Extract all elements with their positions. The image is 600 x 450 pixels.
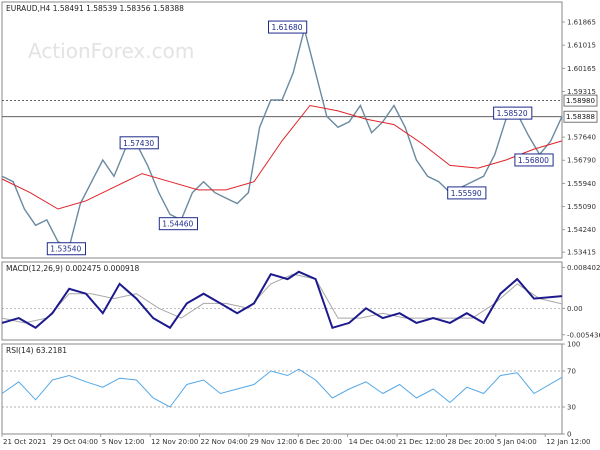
price-box: 1.58388 [563,110,598,123]
main-y-tick-label: 1.54240 [567,226,596,234]
annotation-text: 1.58520 [497,109,528,118]
x-tick-label: 28 Dec 20:00 [447,438,494,446]
annotation-text: 1.53540 [50,245,81,254]
x-tick-label: 12 Nov 20:00 [151,438,198,446]
main-y-tick-label: 1.53415 [567,249,596,257]
price-box-bg [563,94,598,107]
rsi-y-tick-label: 30 [567,404,576,412]
annotation-label: 1.56800 [514,153,554,167]
main-y-tick-label: 1.55090 [567,203,596,211]
annotation-text: 1.55590 [451,189,482,198]
watermark: ActionForex.com [28,39,194,63]
series-signal-line [1,273,563,324]
rsi-y-tick-label: 0 [567,431,571,439]
x-tick-label: 21 Oct 2021 [3,438,46,446]
annotation-box [119,136,159,150]
main-y-tick-label: 1.55940 [567,180,596,188]
rsi-panel-frame [1,343,563,435]
macd-y-tick-label: -0.005436 [567,331,600,339]
x-tick-label: 29 Nov 12:00 [250,438,297,446]
x-tick-label: 5 Nov 12:00 [102,438,145,446]
main-y-tick-label: 1.56790 [567,157,596,165]
annotation-label: 1.61680 [268,20,308,34]
main-y-tick-label: 1.61865 [567,19,596,27]
annotation-label: 1.55590 [447,186,487,200]
annotation-text: 1.57430 [123,139,154,148]
macd-y-tick-label: 0.00 [567,305,583,313]
series-rsi-line [1,368,563,408]
annotation-box [447,186,487,200]
x-tick-label: 21 Dec 12:00 [398,438,445,446]
macd-y-tick-label: 0.008402 [567,264,600,272]
rsi-y-tick-label: 70 [567,368,576,376]
x-tick-label: 6 Dec 20:00 [299,438,342,446]
x-tick-label: 12 Jan 12:00 [546,438,590,446]
x-tick-label: 5 Jan 04:00 [497,438,537,446]
main-panel-frame [1,1,563,259]
x-tick-label: 29 Oct 04:00 [52,438,98,446]
x-tick-label: 22 Nov 04:00 [201,438,248,446]
price-box-label: 1.58388 [566,113,595,121]
series-ma-line [1,104,563,210]
annotation-box [158,217,199,231]
price-box-bg [563,110,598,123]
annotation-label: 1.57430 [119,136,159,150]
annotation-box [46,242,86,256]
annotation-text: 1.61680 [272,23,303,32]
macd-panel-frame [1,261,563,341]
macd-header: MACD(12,26,9) 0.002475 0.000918 [6,264,140,273]
rsi-header: RSI(14) 63.2181 [6,346,67,355]
annotation-label: 1.58520 [493,106,533,120]
main-y-tick-label: 1.57640 [567,134,596,142]
price-box: 1.58980 [563,94,598,107]
annotation-label: 1.53540 [46,242,86,256]
annotation-label: 1.54460 [158,217,199,231]
annotation-text: 1.56800 [518,156,549,165]
series-macd-line [1,270,563,330]
main-y-tick-label: 1.60165 [567,65,596,73]
series-price-line [1,29,563,249]
main-y-tick-label: 1.59315 [567,88,596,96]
annotation-box [493,106,533,120]
annotation-box [514,153,554,167]
main-header: EURAUD,H4 1.58491 1.58539 1.58356 1.5838… [6,4,184,13]
rsi-y-tick-label: 100 [567,341,580,349]
annotation-text: 1.54460 [162,220,193,229]
price-box-label: 1.58980 [566,97,595,105]
x-tick-label: 14 Dec 04:00 [349,438,396,446]
annotation-box [268,20,308,34]
main-y-tick-label: 1.61015 [567,42,596,50]
